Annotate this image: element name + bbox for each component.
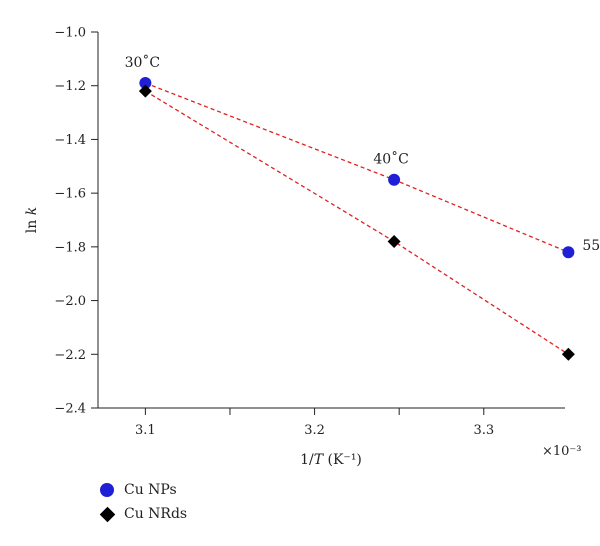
y-tick-label: −1.2 [54, 79, 86, 94]
fit-line-cu-nps [145, 82, 569, 253]
y-tick-label: −2.4 [54, 402, 86, 417]
y-tick-label: −2.2 [54, 348, 86, 363]
data-point-cu-nrds [561, 347, 575, 361]
annotations: 30˚C 40˚C 55˚C [125, 54, 600, 254]
temperature-annotation: 40˚C [373, 151, 409, 168]
y-tick-label: −1.4 [54, 133, 86, 148]
y-axis-title: ln k [24, 207, 40, 233]
data-point-cu-nrds [387, 234, 401, 248]
x-axis-title: 1/T (K⁻¹) [300, 452, 362, 468]
y-axis-title-prefix: ln [24, 215, 40, 233]
data-point-cu-nrds [138, 84, 152, 98]
fit-line-cu-nrds [145, 90, 569, 355]
x-tick-label: 3.2 [304, 423, 325, 438]
points [138, 77, 575, 361]
legend-diamond-marker [99, 506, 116, 522]
y-tick-label: −1.8 [54, 240, 86, 255]
legend-item-cu-nps: Cu NPs [100, 478, 187, 502]
fit-lines [145, 82, 569, 355]
data-point-cu-nps [388, 173, 401, 186]
x-axis-title-suffix: (K⁻¹) [323, 452, 362, 468]
legend-item-cu-nrds: Cu NRds [99, 502, 188, 526]
y-axis-title-variable: k [24, 207, 40, 215]
x-tick-label: 3.3 [473, 423, 494, 438]
legend: Cu NPs Cu NRds [99, 478, 188, 526]
x-axis-multiplier: ×10⁻³ [542, 444, 582, 459]
y-tick-label: −2.0 [54, 294, 86, 309]
x-axis-title-variable: T [314, 452, 325, 468]
legend-label-cu-nps: Cu NPs [124, 482, 177, 498]
temperature-annotation: 55˚C [582, 237, 600, 254]
axes [97, 32, 565, 409]
y-tick-label: −1.6 [54, 187, 86, 202]
y-tick-label: −1.0 [54, 26, 86, 41]
y-ticks: −1.0 −1.2 −1.4 −1.6 −1.8 −2.0 −2.2 −2.4 [54, 26, 98, 417]
x-tick-label: 3.1 [135, 423, 156, 438]
temperature-annotation: 30˚C [125, 54, 161, 71]
x-ticks: 3.1 3.2 3.3 [135, 408, 494, 438]
data-point-cu-nps [139, 77, 152, 90]
legend-label-cu-nrds: Cu NRds [124, 506, 188, 522]
x-axis-title-prefix: 1/ [300, 452, 314, 468]
data-point-cu-nps [562, 246, 575, 259]
legend-circle-marker [100, 483, 114, 497]
